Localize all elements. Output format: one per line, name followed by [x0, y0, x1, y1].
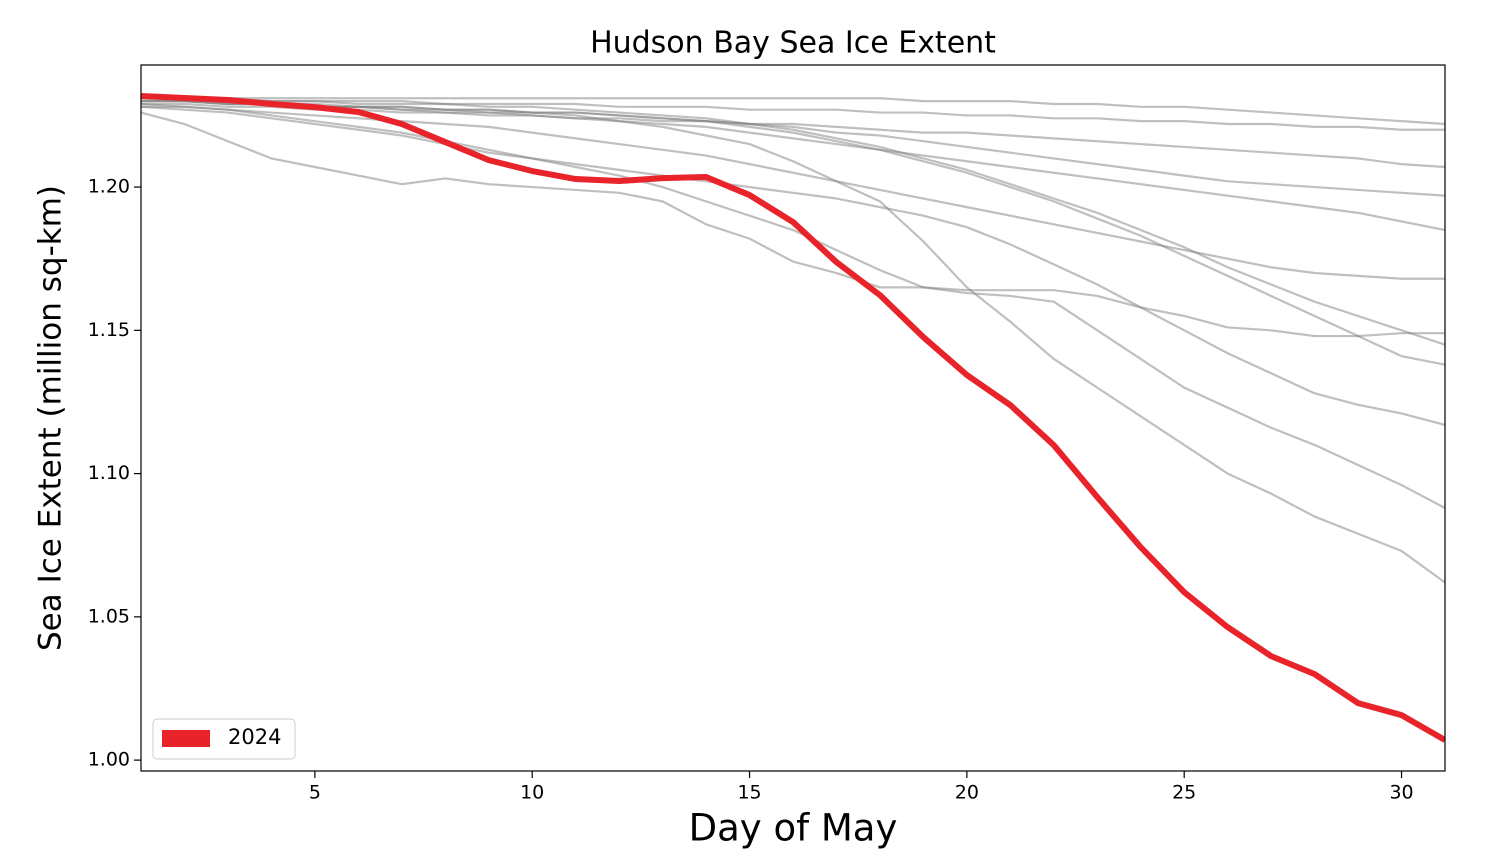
x-tick-label: 15	[737, 782, 761, 804]
history-line	[141, 100, 1445, 197]
history-line	[141, 102, 1445, 509]
x-tick-label: 5	[309, 782, 321, 804]
y-tick-label: 1.00	[88, 749, 130, 771]
legend: 2024	[152, 718, 296, 760]
y-tick-label: 1.10	[88, 462, 130, 484]
history-line	[141, 111, 1445, 338]
x-tick-label: 30	[1389, 782, 1413, 804]
y-tick-label: 1.15	[88, 319, 130, 341]
plot-frame	[140, 64, 1446, 772]
x-tick-label: 10	[520, 782, 544, 804]
x-tick-label: 25	[1172, 782, 1196, 804]
legend-swatch	[162, 730, 210, 747]
history-line	[141, 102, 1445, 169]
history-line	[141, 100, 1445, 232]
y-axis-label: Sea Ice Extent (million sq-km)	[33, 185, 69, 651]
x-tick-label: 20	[955, 782, 979, 804]
chart-title: Hudson Bay Sea Ice Extent	[590, 26, 996, 61]
history-line	[141, 97, 1445, 131]
history-line	[141, 105, 1445, 426]
highlight-line	[141, 92, 1445, 743]
legend-frame	[152, 718, 296, 760]
history-line	[141, 97, 1445, 346]
plot-lines	[141, 92, 1445, 743]
y-tick-label: 1.20	[88, 176, 130, 198]
history-line	[141, 105, 1445, 280]
x-axis-label: Day of May	[689, 807, 898, 850]
legend-label: 2024	[228, 725, 281, 749]
y-tick-label: 1.05	[88, 605, 130, 627]
history-line	[141, 97, 1445, 126]
